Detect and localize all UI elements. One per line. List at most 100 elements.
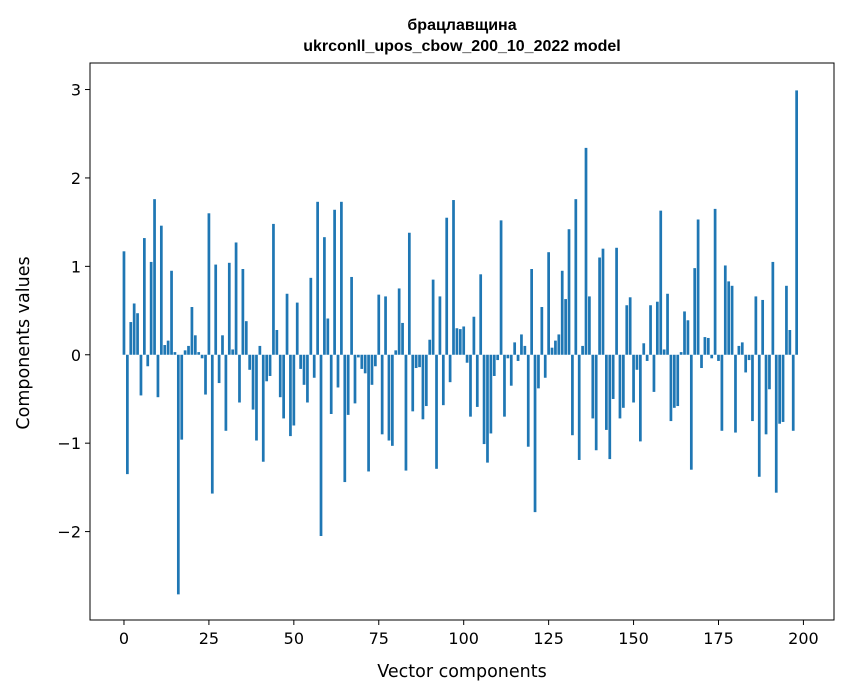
bar-129 — [560, 270, 564, 355]
bar-7 — [146, 354, 150, 367]
bar-119 — [526, 354, 530, 447]
bar-74 — [374, 354, 377, 367]
plot-frame — [89, 62, 835, 621]
bar-175 — [717, 354, 720, 361]
bar-126 — [550, 347, 554, 355]
bar-86 — [414, 354, 418, 369]
bar-64 — [340, 201, 343, 355]
bar-173 — [710, 354, 714, 359]
bar-128 — [557, 334, 561, 355]
bar-196 — [788, 330, 792, 355]
bar-73 — [370, 354, 374, 385]
chart-title-line2: ukrconll_upos_cbow_200_10_2022 model — [303, 38, 620, 55]
bar-100 — [462, 326, 466, 355]
bar-125 — [547, 252, 550, 355]
x-tick-label-175: 175 — [703, 629, 734, 648]
bar-54 — [306, 354, 309, 403]
bar-14 — [170, 270, 173, 355]
bar-154 — [645, 354, 649, 361]
bar-16 — [176, 354, 180, 595]
bar-148 — [625, 305, 629, 355]
bar-82 — [401, 322, 404, 355]
bar-102 — [469, 354, 472, 417]
bar-190 — [768, 354, 771, 390]
bar-168 — [693, 268, 697, 355]
bar-161 — [669, 354, 673, 422]
bar-141 — [601, 248, 605, 355]
bar-0 — [122, 251, 126, 355]
bar-39 — [255, 354, 258, 441]
bar-34 — [238, 354, 241, 403]
y-tick-label-1: 1 — [71, 257, 81, 276]
bar-81 — [397, 288, 401, 355]
bar-6 — [143, 238, 146, 355]
bar-93 — [438, 296, 442, 355]
bar-198 — [795, 90, 798, 355]
x-tick-label-0: 0 — [119, 629, 129, 648]
bar-17 — [180, 354, 184, 440]
y-tick-label--2: −2 — [57, 523, 81, 542]
bar-149 — [628, 297, 632, 355]
bar-181 — [737, 345, 741, 355]
bar-12 — [163, 345, 167, 355]
bar-191 — [771, 261, 775, 355]
bar-135 — [581, 345, 584, 355]
bar-178 — [727, 281, 731, 355]
bar-197 — [791, 354, 795, 431]
bar-127 — [554, 340, 557, 355]
bar-132 — [571, 354, 574, 436]
bar-182 — [740, 342, 744, 355]
bar-1 — [126, 354, 129, 475]
bar-192 — [774, 354, 778, 493]
bar-107 — [486, 354, 489, 463]
bar-155 — [649, 305, 652, 355]
bar-37 — [248, 354, 252, 370]
bar-36 — [244, 321, 248, 355]
bar-58 — [319, 354, 323, 537]
bar-68 — [353, 354, 357, 404]
bar-85 — [411, 354, 415, 412]
y-tick-label-3: 3 — [71, 81, 81, 100]
bar-176 — [720, 354, 724, 431]
bar-83 — [404, 354, 408, 471]
bar-145 — [615, 247, 618, 355]
bar-166 — [686, 320, 690, 355]
bar-61 — [329, 354, 333, 414]
bar-46 — [278, 354, 282, 398]
bar-143 — [608, 354, 612, 460]
bar-139 — [594, 354, 598, 451]
bar-89 — [424, 354, 428, 407]
bar-179 — [730, 285, 734, 355]
bar-136 — [584, 147, 588, 355]
x-tick-label-25: 25 — [199, 629, 219, 648]
bar-120 — [530, 269, 533, 355]
bar-21 — [193, 335, 197, 355]
bar-47 — [282, 354, 285, 419]
bar-76 — [380, 354, 384, 435]
bar-162 — [672, 354, 676, 408]
bar-116 — [516, 354, 520, 361]
bar-25 — [207, 213, 211, 355]
bar-51 — [295, 302, 299, 355]
bar-158 — [659, 210, 663, 355]
x-tick-label-125: 125 — [533, 629, 564, 648]
bar-38 — [251, 354, 255, 410]
bar-31 — [227, 262, 231, 355]
bar-101 — [465, 354, 469, 363]
bar-95 — [445, 217, 449, 355]
bar-131 — [567, 229, 571, 355]
bar-169 — [696, 219, 700, 355]
bar-113 — [506, 354, 510, 359]
x-axis-ticks: 0 25 50 75 100 125 150 175 200 — [119, 620, 819, 648]
bar-48 — [285, 293, 289, 355]
bar-109 — [492, 354, 496, 376]
bar-98 — [455, 328, 459, 355]
bar-124 — [543, 354, 547, 378]
bar-150 — [632, 354, 635, 403]
bar-41 — [261, 354, 265, 462]
x-tick-label-100: 100 — [448, 629, 479, 648]
bar-19 — [187, 345, 190, 355]
bar-159 — [662, 349, 666, 355]
bar-106 — [482, 354, 486, 445]
bar-3 — [132, 303, 136, 355]
